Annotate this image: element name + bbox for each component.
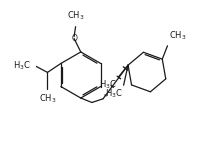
- Text: H$_3$C: H$_3$C: [99, 79, 117, 91]
- Text: CH$_3$: CH$_3$: [67, 9, 84, 21]
- Text: O: O: [71, 34, 77, 43]
- Text: H$_3$C: H$_3$C: [105, 87, 123, 99]
- Text: CH$_3$: CH$_3$: [39, 92, 56, 105]
- Text: H$_3$C: H$_3$C: [13, 59, 31, 72]
- Text: CH$_3$: CH$_3$: [169, 30, 187, 42]
